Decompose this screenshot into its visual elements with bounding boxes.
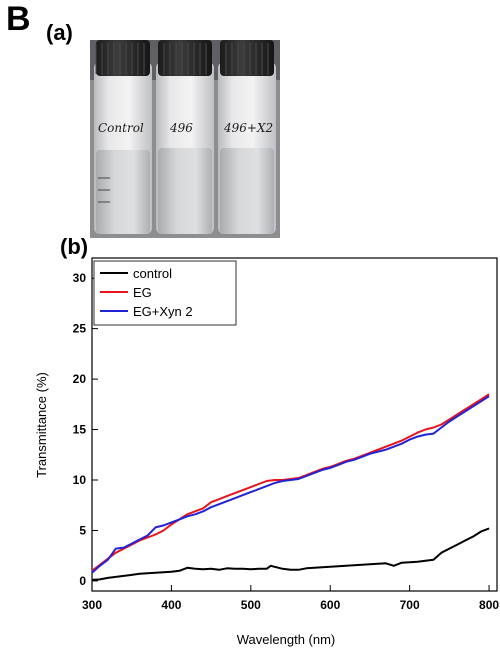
vial-496 [156, 40, 214, 234]
x-axis: 300 400 500 600 700 800 [82, 585, 499, 612]
vials-photo: Control 496 496+X2 [90, 40, 280, 238]
series-line-1 [91, 393, 490, 572]
chart-panel-label: (b) [60, 234, 89, 259]
panel-letter: B [6, 0, 31, 38]
y-tick-label: 30 [73, 271, 87, 285]
x-tick-label: 300 [82, 598, 102, 612]
legend-label-2: EG+Xyn 2 [133, 304, 193, 319]
vial-label-496: 496 [169, 121, 193, 135]
vial-label-control: Control [98, 121, 144, 135]
series-lines [91, 393, 490, 581]
x-tick-label: 500 [241, 598, 261, 612]
y-tick-label: 0 [79, 574, 86, 588]
y-tick-label: 10 [73, 473, 87, 487]
vial-control [94, 40, 152, 234]
series-line-0 [91, 527, 490, 581]
legend-label-0: control [133, 266, 172, 281]
x-tick-label: 400 [161, 598, 181, 612]
series-line-2 [91, 395, 490, 574]
legend-label-1: EG [133, 285, 152, 300]
x-axis-label: Wavelength (nm) [237, 632, 336, 647]
x-tick-label: 600 [320, 598, 340, 612]
y-axis: 0 5 10 15 20 25 30 [73, 271, 98, 588]
vial-496-x2 [218, 40, 276, 234]
y-axis-label: Transmittance (%) [34, 372, 49, 478]
photo-panel-label: (a) [46, 20, 73, 45]
y-tick-label: 25 [73, 322, 87, 336]
y-tick-label: 20 [73, 372, 87, 386]
x-tick-label: 800 [479, 598, 499, 612]
legend: control EG EG+Xyn 2 [93, 260, 237, 326]
x-tick-label: 700 [400, 598, 420, 612]
plot-frame [91, 257, 498, 592]
vial-label-496-x2: 496+X2 [223, 121, 273, 135]
transmittance-chart: 300 400 500 600 700 800 0 5 10 15 20 25 30 control E… [34, 257, 499, 647]
y-tick-label: 5 [79, 523, 86, 537]
y-tick-label: 15 [73, 423, 87, 437]
